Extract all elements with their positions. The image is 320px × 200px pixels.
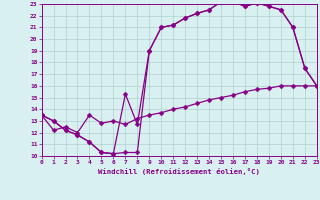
X-axis label: Windchill (Refroidissement éolien,°C): Windchill (Refroidissement éolien,°C) (98, 168, 260, 175)
